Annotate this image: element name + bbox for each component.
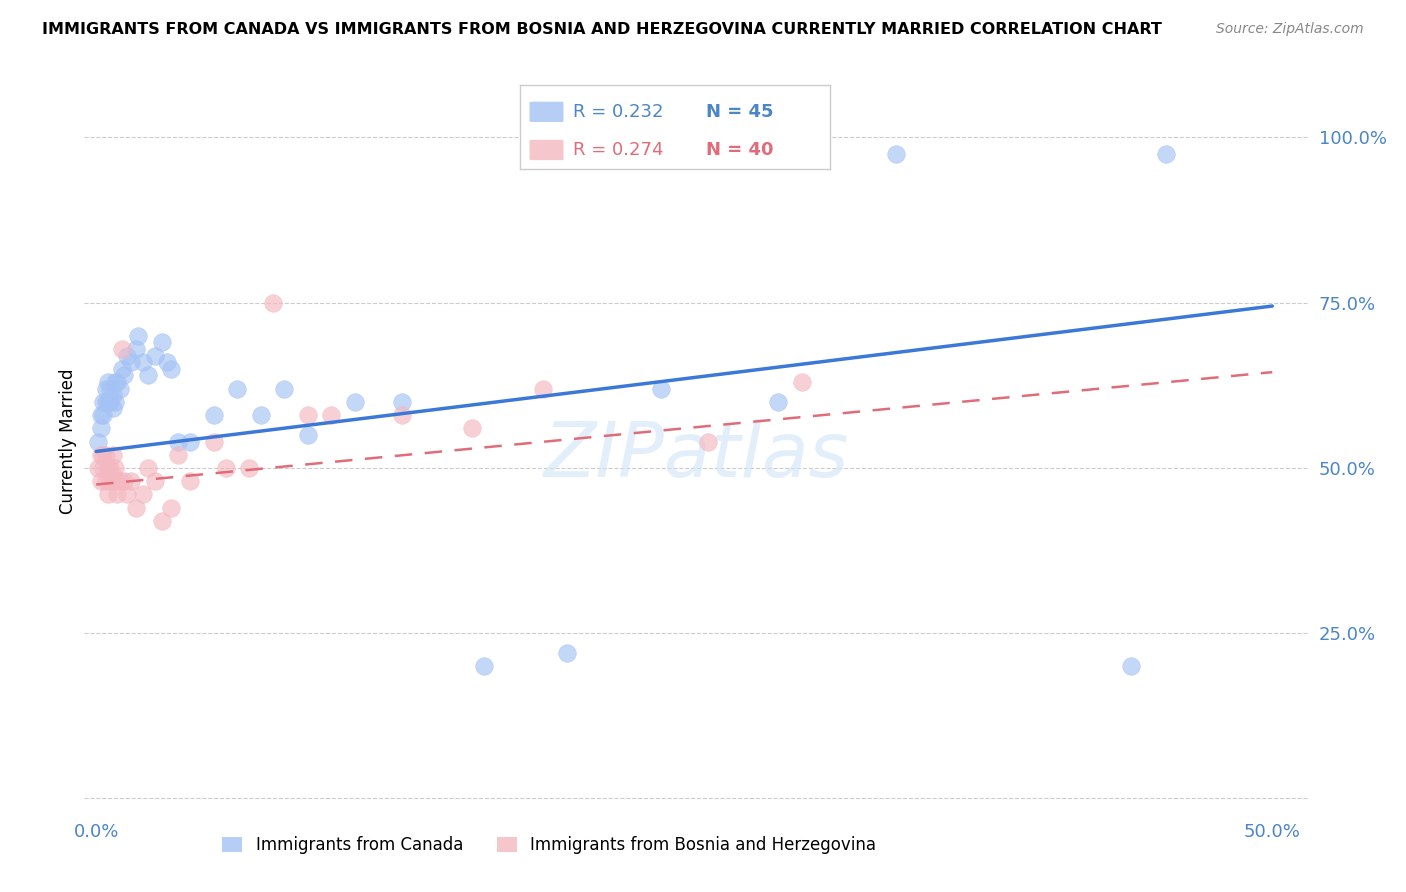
Point [101, 388, 124, 402]
Point [87, 461, 110, 475]
Point [160, 500, 183, 515]
Point [790, 375, 813, 389]
Point [115, 349, 138, 363]
Text: N = 45: N = 45 [706, 103, 773, 120]
Point [150, 335, 173, 350]
Point [167, 448, 190, 462]
Point [136, 461, 159, 475]
Point [1156, 147, 1178, 161]
Point [696, 434, 718, 449]
Point [104, 375, 127, 389]
Point [90, 448, 112, 462]
Point [472, 659, 495, 673]
Point [97, 487, 120, 501]
Point [98, 382, 121, 396]
Point [391, 408, 413, 422]
Point [112, 368, 135, 383]
Point [104, 461, 127, 475]
FancyBboxPatch shape [530, 140, 564, 161]
Point [104, 395, 127, 409]
Point [555, 646, 578, 660]
Point [90, 408, 112, 422]
Point [111, 361, 134, 376]
Point [91, 408, 114, 422]
Point [94, 474, 117, 488]
Point [105, 487, 128, 501]
Point [202, 434, 225, 449]
Point [143, 474, 166, 488]
Point [167, 434, 190, 449]
Point [94, 395, 117, 409]
Point [97, 395, 120, 409]
Y-axis label: Currently Married: Currently Married [59, 368, 77, 515]
Point [90, 474, 112, 488]
Point [125, 342, 148, 356]
Point [94, 448, 117, 462]
Point [111, 342, 134, 356]
Point [262, 295, 284, 310]
Point [179, 474, 201, 488]
Point [136, 368, 159, 383]
Point [179, 434, 201, 449]
Point [94, 382, 117, 396]
Point [101, 467, 124, 482]
Text: ZIPatlas: ZIPatlas [543, 419, 849, 493]
Point [115, 487, 138, 501]
Point [531, 382, 554, 396]
Text: IMMIGRANTS FROM CANADA VS IMMIGRANTS FROM BOSNIA AND HERZEGOVINA CURRENTLY MARRI: IMMIGRANTS FROM CANADA VS IMMIGRANTS FRO… [42, 22, 1161, 37]
Point [98, 474, 121, 488]
Point [91, 461, 114, 475]
Point [87, 434, 110, 449]
Text: R = 0.232: R = 0.232 [572, 103, 664, 120]
Point [98, 461, 121, 475]
Point [156, 355, 179, 369]
Point [101, 401, 124, 416]
Point [391, 395, 413, 409]
Point [97, 461, 120, 475]
Point [143, 349, 166, 363]
Point [768, 395, 790, 409]
Point [104, 474, 127, 488]
Point [249, 408, 271, 422]
Point [108, 382, 131, 396]
Point [91, 448, 114, 462]
Point [150, 514, 173, 528]
Text: N = 40: N = 40 [706, 141, 773, 159]
Point [650, 382, 672, 396]
Point [321, 408, 343, 422]
Point [98, 395, 121, 409]
Point [105, 375, 128, 389]
Point [214, 461, 236, 475]
Text: R = 0.274: R = 0.274 [572, 141, 664, 159]
Point [127, 328, 149, 343]
Point [132, 355, 155, 369]
Legend: Immigrants from Canada, Immigrants from Bosnia and Herzegovina: Immigrants from Canada, Immigrants from … [214, 828, 884, 863]
Point [101, 448, 124, 462]
Point [297, 428, 319, 442]
Point [160, 361, 183, 376]
Point [884, 147, 907, 161]
Point [91, 395, 114, 409]
Text: Source: ZipAtlas.com: Source: ZipAtlas.com [1216, 22, 1364, 37]
Point [120, 474, 142, 488]
Point [120, 355, 142, 369]
Point [202, 408, 225, 422]
Point [125, 500, 148, 515]
Point [108, 474, 131, 488]
Point [132, 487, 155, 501]
Point [238, 461, 260, 475]
Point [461, 421, 484, 435]
Point [97, 375, 120, 389]
Point [273, 382, 295, 396]
Point [226, 382, 249, 396]
FancyBboxPatch shape [530, 102, 564, 122]
Point [297, 408, 319, 422]
Point [90, 421, 112, 435]
Point [343, 395, 366, 409]
Point [1121, 659, 1143, 673]
Point [112, 474, 135, 488]
